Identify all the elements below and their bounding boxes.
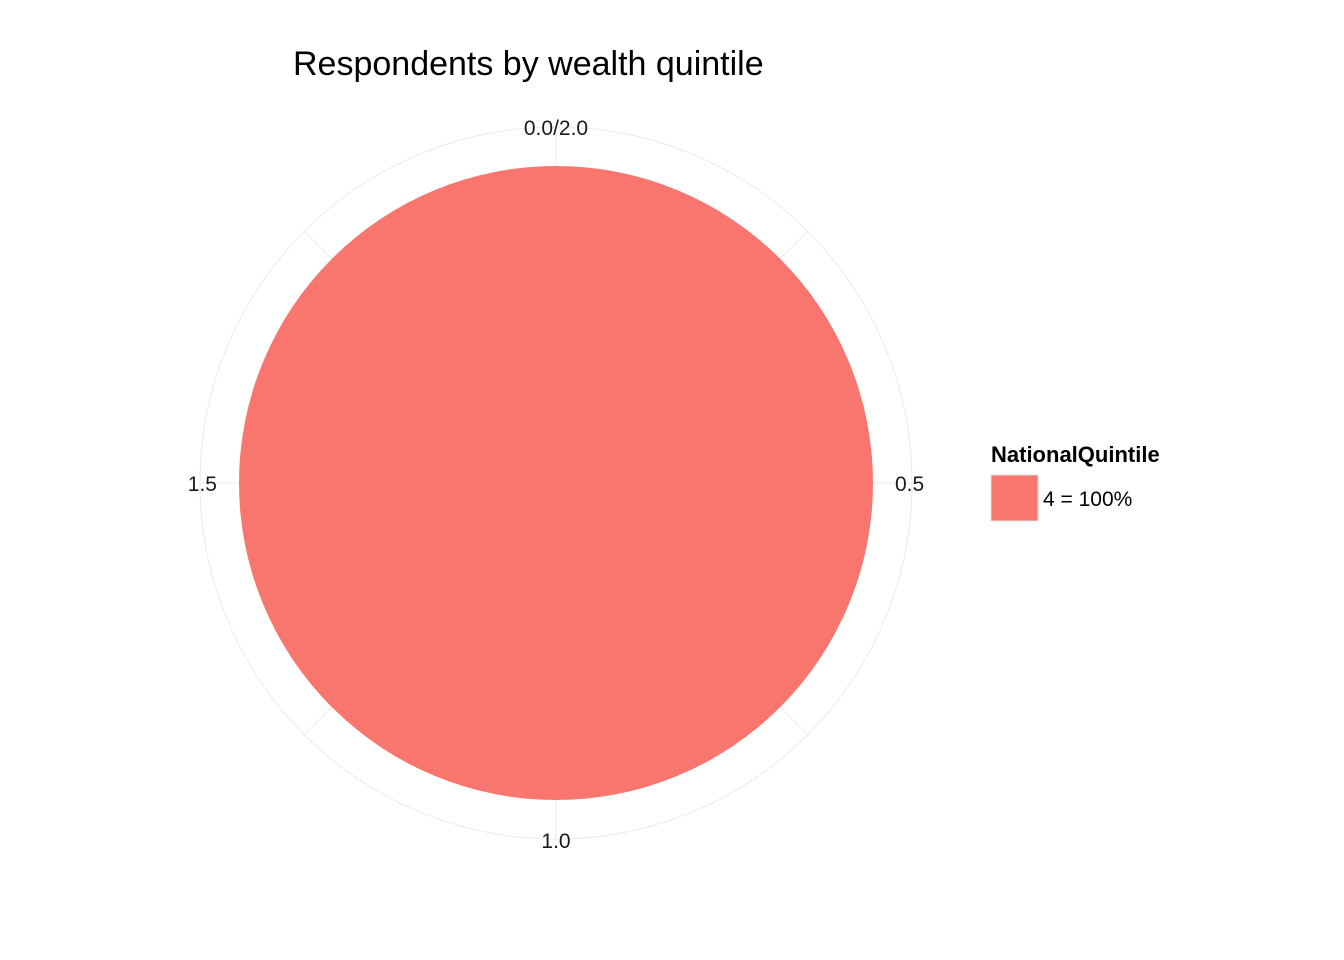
- legend-key-4: [990, 474, 1039, 522]
- theta-tick-1: 0.5: [895, 473, 924, 496]
- legend-label-4: 4 = 100%: [1043, 488, 1132, 511]
- theta-tick-3: 1.5: [188, 473, 217, 496]
- pie-slice-4: [239, 166, 873, 800]
- legend: NationalQuintile 4 = 100%: [990, 442, 1160, 522]
- theta-tick-2: 1.0: [541, 830, 570, 853]
- theta-tick-0: 0.0/2.0: [524, 117, 588, 140]
- theta-axis-ticks: 0.0/2.0 0.5 1.0 1.5: [188, 117, 924, 853]
- legend-title: NationalQuintile: [991, 442, 1160, 467]
- chart-title: Respondents by wealth quintile: [293, 45, 764, 83]
- legend-entries: 4 = 100%: [990, 474, 1132, 522]
- pie-slices: [239, 166, 873, 800]
